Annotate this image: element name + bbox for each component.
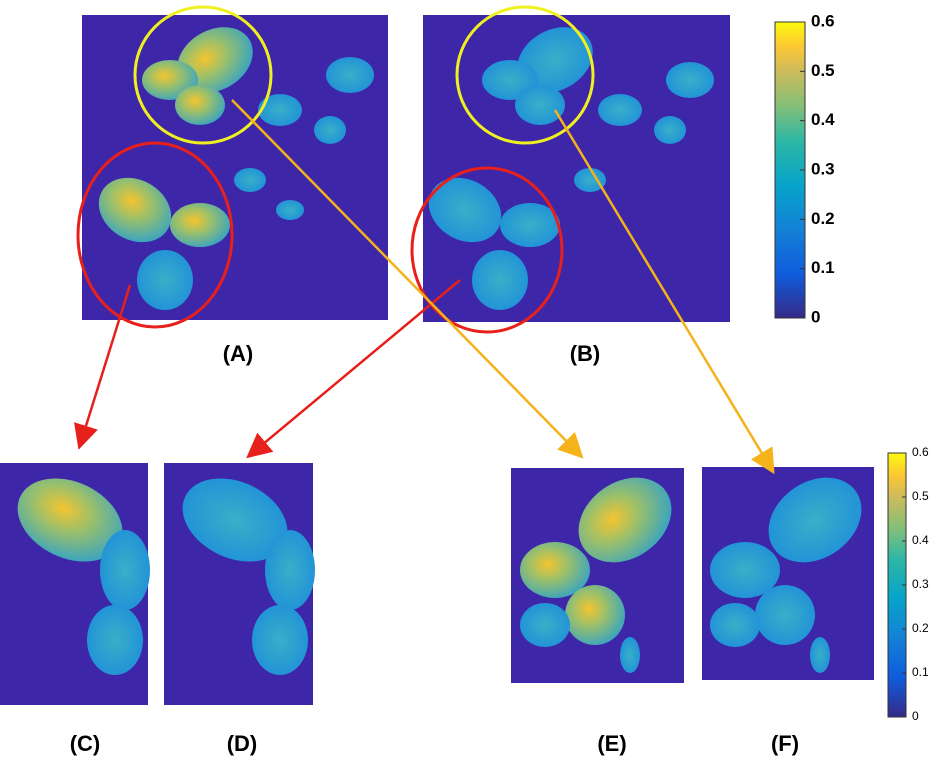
highlight-circle xyxy=(76,141,234,329)
colorbar-tick-label: 0.3 xyxy=(811,159,835,178)
panel-a-image xyxy=(82,15,388,320)
panel-label: (E) xyxy=(597,731,626,756)
colorbar-tick-label: 0 xyxy=(811,307,820,326)
arrow xyxy=(553,109,775,475)
panel-b-image xyxy=(423,15,730,322)
panel-f-image xyxy=(702,467,874,680)
panel-label: (B) xyxy=(570,341,601,366)
colorbar-tick-label: 0.4 xyxy=(912,533,929,547)
arrow xyxy=(231,99,584,459)
colorbar-tick-label: 0.6 xyxy=(912,445,929,459)
colorbar-tick-label: 0.2 xyxy=(912,621,929,635)
colorbar-tick-label: 0.6 xyxy=(811,11,835,30)
colorbar-tick-label: 0.1 xyxy=(912,665,929,679)
panel-c-image xyxy=(0,463,150,705)
highlight-circle xyxy=(410,166,564,334)
panel-label: (A) xyxy=(223,341,254,366)
colorbar-tick-label: 0.3 xyxy=(912,577,929,591)
highlight-circle xyxy=(133,5,273,145)
colorbar-tick-label: 0.5 xyxy=(912,489,929,503)
colorbar-tick-label: 0.4 xyxy=(811,110,835,129)
colorbar-tick-label: 0.5 xyxy=(811,61,835,80)
highlight-circle xyxy=(455,5,595,145)
panel-d-image xyxy=(164,463,315,705)
panel-label: (D) xyxy=(227,731,258,756)
colorbar-tick-label: 0 xyxy=(912,709,919,723)
arrow xyxy=(246,279,461,459)
arrow xyxy=(74,284,132,450)
colorbar-tick-label: 0.2 xyxy=(811,209,835,228)
colorbar-tick-label: 0.1 xyxy=(811,258,835,277)
panel-label: (C) xyxy=(70,731,101,756)
panel-e-image xyxy=(511,468,684,683)
panel-label: (F) xyxy=(771,731,799,756)
